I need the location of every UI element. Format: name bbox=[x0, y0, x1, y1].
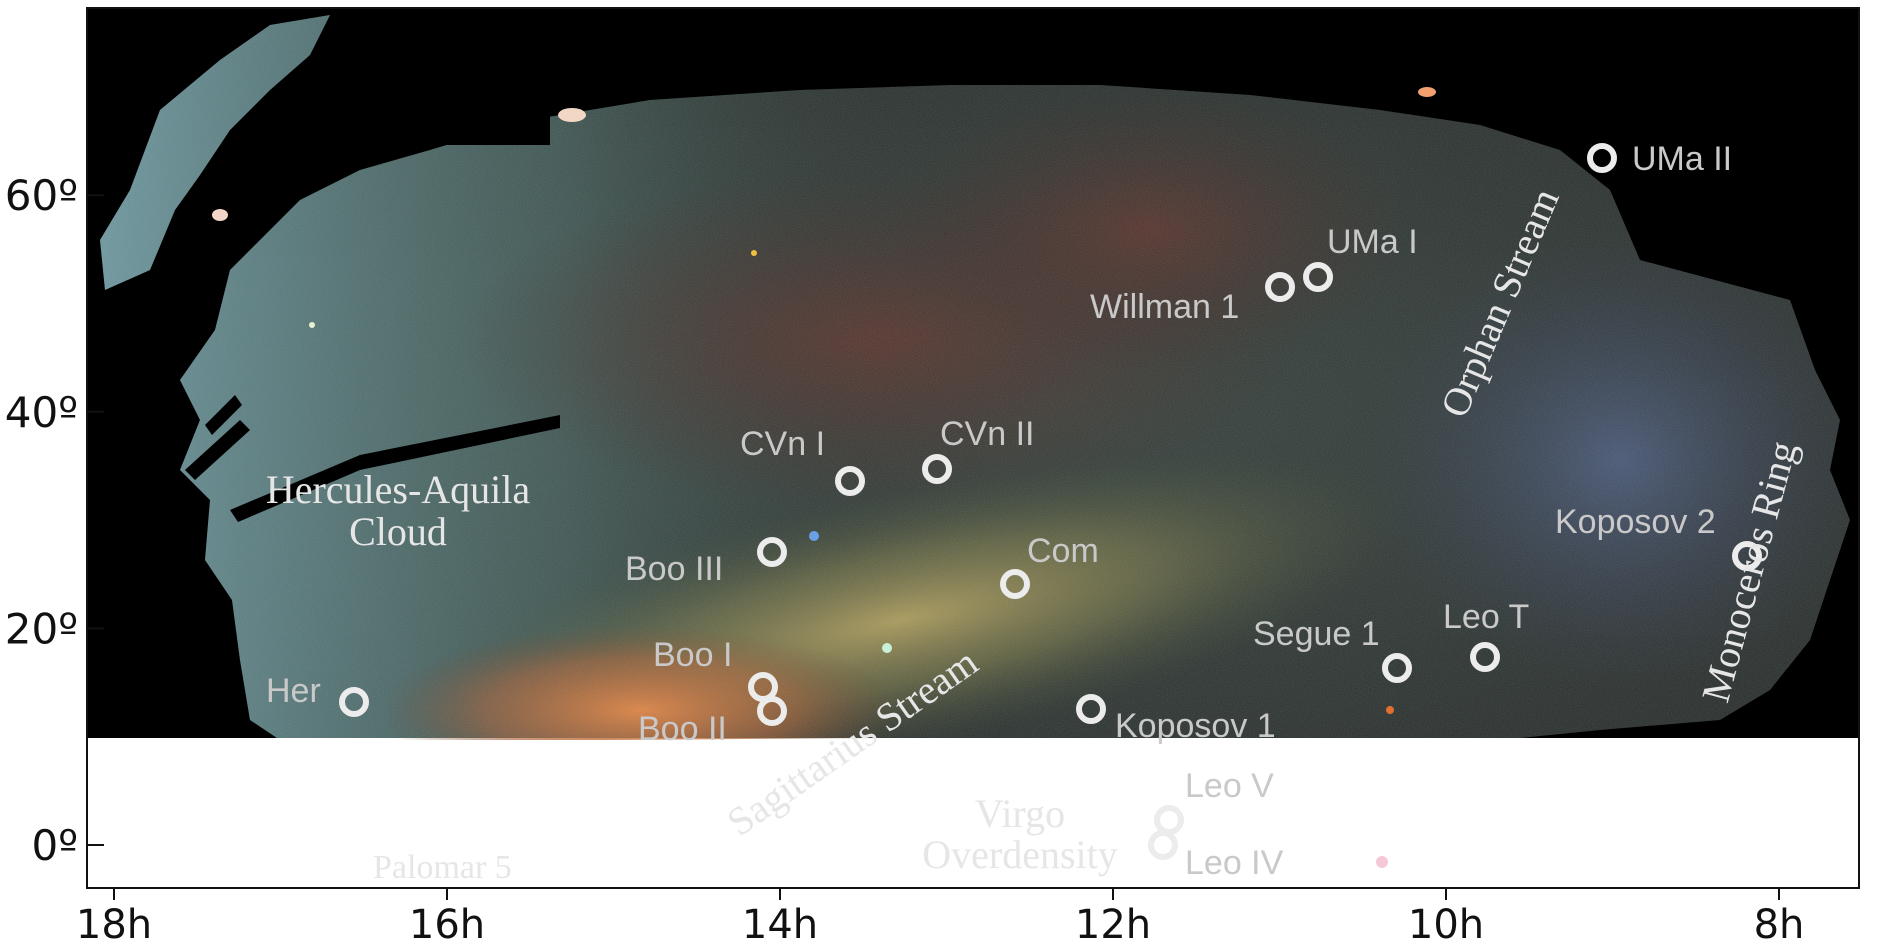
ra-tick-label: 14h bbox=[742, 902, 818, 947]
marker-segue1 bbox=[1382, 653, 1412, 683]
marker-leot bbox=[1470, 642, 1500, 672]
ra-tick-label: 10h bbox=[1408, 902, 1484, 947]
marker-com bbox=[1000, 569, 1030, 599]
marker-leo4 bbox=[1148, 830, 1178, 860]
ra-tick-label: 8h bbox=[1754, 902, 1805, 947]
marker-cvn1 bbox=[835, 466, 865, 496]
ra-tick-label: 18h bbox=[76, 902, 152, 947]
object-labels: UMa II UMa I Willman 1 CVn I CVn II Boo … bbox=[266, 140, 1732, 886]
label-cvn2: CVn II bbox=[940, 415, 1034, 453]
label-segue1: Segue 1 bbox=[1253, 615, 1380, 653]
dec-tick-label: 20º bbox=[5, 604, 78, 653]
label-hercules-aquila-line1: Hercules-Aquila bbox=[266, 467, 531, 512]
label-koposov1: Koposov 1 bbox=[1115, 707, 1276, 745]
dec-tick-label: 40º bbox=[5, 388, 78, 437]
marker-leo5 bbox=[1154, 805, 1184, 835]
label-palomar5: Palomar 5 bbox=[373, 849, 512, 886]
ra-axis: 18h 16h 14h 12h 10h 8h bbox=[76, 888, 1805, 947]
label-leo5: Leo V bbox=[1185, 767, 1274, 805]
label-boo1: Boo I bbox=[653, 636, 732, 674]
dec-tick-label: 0º bbox=[31, 821, 78, 870]
label-boo3: Boo III bbox=[625, 550, 723, 588]
ra-tick-label: 16h bbox=[409, 902, 485, 947]
marker-koposov1 bbox=[1076, 694, 1106, 724]
dec-tick-label: 60º bbox=[5, 171, 78, 220]
marker-cvn2 bbox=[922, 454, 952, 484]
marker-uma2 bbox=[1587, 143, 1617, 173]
label-hercules-aquila-line2: Cloud bbox=[349, 509, 447, 554]
dec-axis: 0º 20º 40º 60º bbox=[5, 171, 104, 870]
marker-uma1 bbox=[1303, 262, 1333, 292]
label-uma1: UMa I bbox=[1327, 223, 1418, 261]
label-boo2: Boo II bbox=[638, 710, 727, 748]
marker-boo2 bbox=[757, 696, 787, 726]
label-leot: Leo T bbox=[1443, 598, 1529, 636]
marker-willman1 bbox=[1265, 272, 1295, 302]
label-koposov2: Koposov 2 bbox=[1555, 503, 1716, 541]
axes bbox=[86, 7, 1860, 889]
marker-her bbox=[339, 687, 369, 717]
bright-stars bbox=[212, 87, 1436, 868]
object-markers bbox=[339, 143, 1762, 860]
label-com: Com bbox=[1027, 532, 1099, 570]
label-her: Her bbox=[266, 672, 321, 710]
ra-tick-label: 12h bbox=[1075, 902, 1151, 947]
survey-gaps bbox=[185, 90, 560, 522]
label-leo4: Leo IV bbox=[1185, 844, 1284, 882]
label-willman1: Willman 1 bbox=[1090, 288, 1239, 326]
marker-boo3 bbox=[757, 537, 787, 567]
label-uma2: UMa II bbox=[1632, 140, 1732, 178]
marker-koposov2 bbox=[1732, 541, 1762, 571]
label-cvn1: CVn I bbox=[740, 425, 825, 463]
label-virgo-line1: Virgo bbox=[975, 791, 1065, 836]
label-virgo-line2: Overdensity bbox=[922, 832, 1118, 877]
